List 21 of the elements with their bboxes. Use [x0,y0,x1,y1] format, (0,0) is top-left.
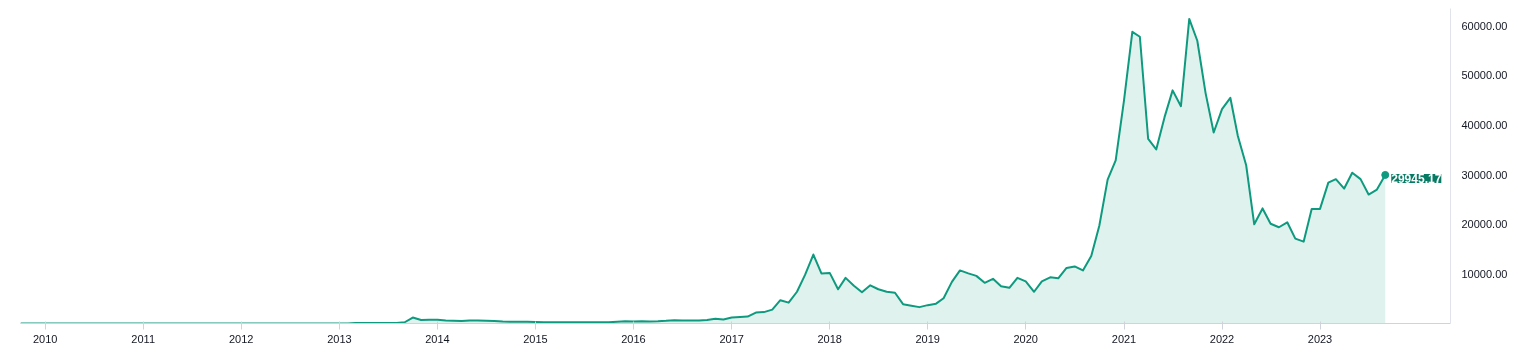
y-tick-label: 50000.00 [1461,69,1508,82]
y-tick-label: 60000.00 [1461,19,1508,32]
x-tick-label: 2020 [1013,332,1038,345]
y-tick-label: 30000.00 [1461,168,1508,181]
y-tick-label: 40000.00 [1461,119,1508,132]
x-tick-label: 2010 [32,332,58,345]
x-tick-label: 2021 [1111,332,1137,345]
x-tick-label: 2014 [425,332,450,345]
x-tick-label: 2022 [1209,332,1235,345]
x-tick-label: 2023 [1307,332,1333,345]
x-tick-label: 2019 [915,332,940,345]
x-tick-label: 2013 [327,332,352,345]
x-tick-label: 2012 [228,332,254,345]
x-tick-label: 2011 [131,332,156,345]
y-tick-label: 20000.00 [1461,218,1508,231]
annotation: 29945.17 [1391,171,1442,186]
x-tick-label: 2018 [817,332,842,345]
x-tick-label: 2017 [719,332,744,345]
y-tick-label: 10000.00 [1461,267,1508,280]
x-tick-label: 2016 [621,332,646,345]
x-tick-label: 2015 [523,332,548,345]
